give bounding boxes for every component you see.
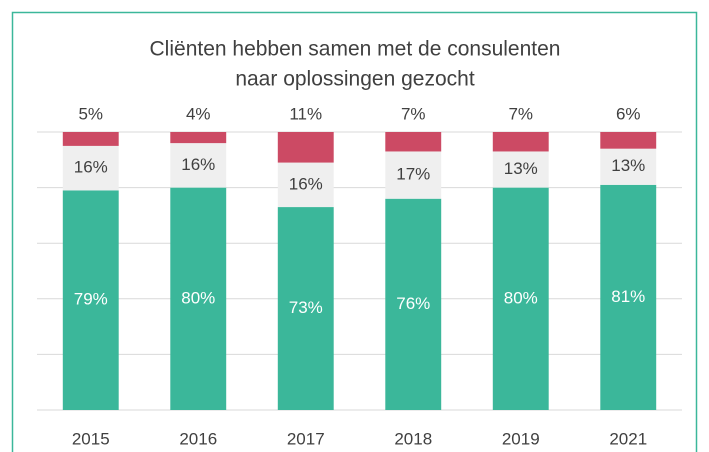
bar-segment: [492, 187, 549, 410]
value-label: 16%: [181, 155, 215, 174]
bar-segment: [170, 143, 227, 188]
value-label: 73%: [289, 298, 323, 317]
bar-segment: [62, 145, 119, 191]
bar-segment: [277, 162, 334, 208]
value-label: 79%: [74, 290, 108, 309]
bar-segment: [385, 132, 442, 152]
x-tick-label: 2015: [72, 429, 110, 448]
bar-segment: [170, 187, 227, 410]
chart-title: naar oplossingen gezocht: [235, 68, 475, 91]
x-tick-label: 2017: [287, 429, 325, 448]
value-label: 4%: [186, 104, 211, 123]
value-label: 13%: [504, 159, 538, 178]
bar-segment: [277, 132, 334, 163]
x-tick-label: 2016: [179, 429, 217, 448]
bar-segment: [492, 132, 549, 152]
bar-segment: [62, 190, 119, 410]
chart-title: Cliënten hebben samen met de consulenten: [150, 38, 561, 61]
value-label: 6%: [616, 104, 641, 123]
bar-segment: [600, 132, 657, 149]
bar-segment: [385, 198, 442, 410]
bar-segment: [492, 151, 549, 188]
value-label: 7%: [508, 104, 533, 123]
frame: [11, 11, 698, 452]
value-label: 16%: [74, 158, 108, 177]
x-tick-label: 2021: [609, 429, 647, 448]
value-label: 13%: [611, 156, 645, 175]
value-label: 5%: [78, 104, 103, 123]
x-tick-label: 2018: [394, 429, 432, 448]
value-label: 7%: [401, 104, 426, 123]
value-label: 11%: [289, 104, 322, 123]
bar-segment: [600, 148, 657, 185]
value-label: 80%: [504, 288, 538, 307]
bar-segment: [277, 207, 334, 410]
value-label: 17%: [396, 165, 430, 184]
value-label: 80%: [181, 288, 215, 307]
value-label: 16%: [289, 174, 323, 193]
bar-segment: [170, 132, 227, 144]
bar-segment: [62, 132, 119, 146]
bar-segment: [600, 184, 657, 410]
x-tick-label: 2019: [502, 429, 540, 448]
bar-segment: [385, 151, 442, 199]
value-label: 76%: [396, 294, 430, 313]
value-label: 81%: [611, 287, 645, 306]
